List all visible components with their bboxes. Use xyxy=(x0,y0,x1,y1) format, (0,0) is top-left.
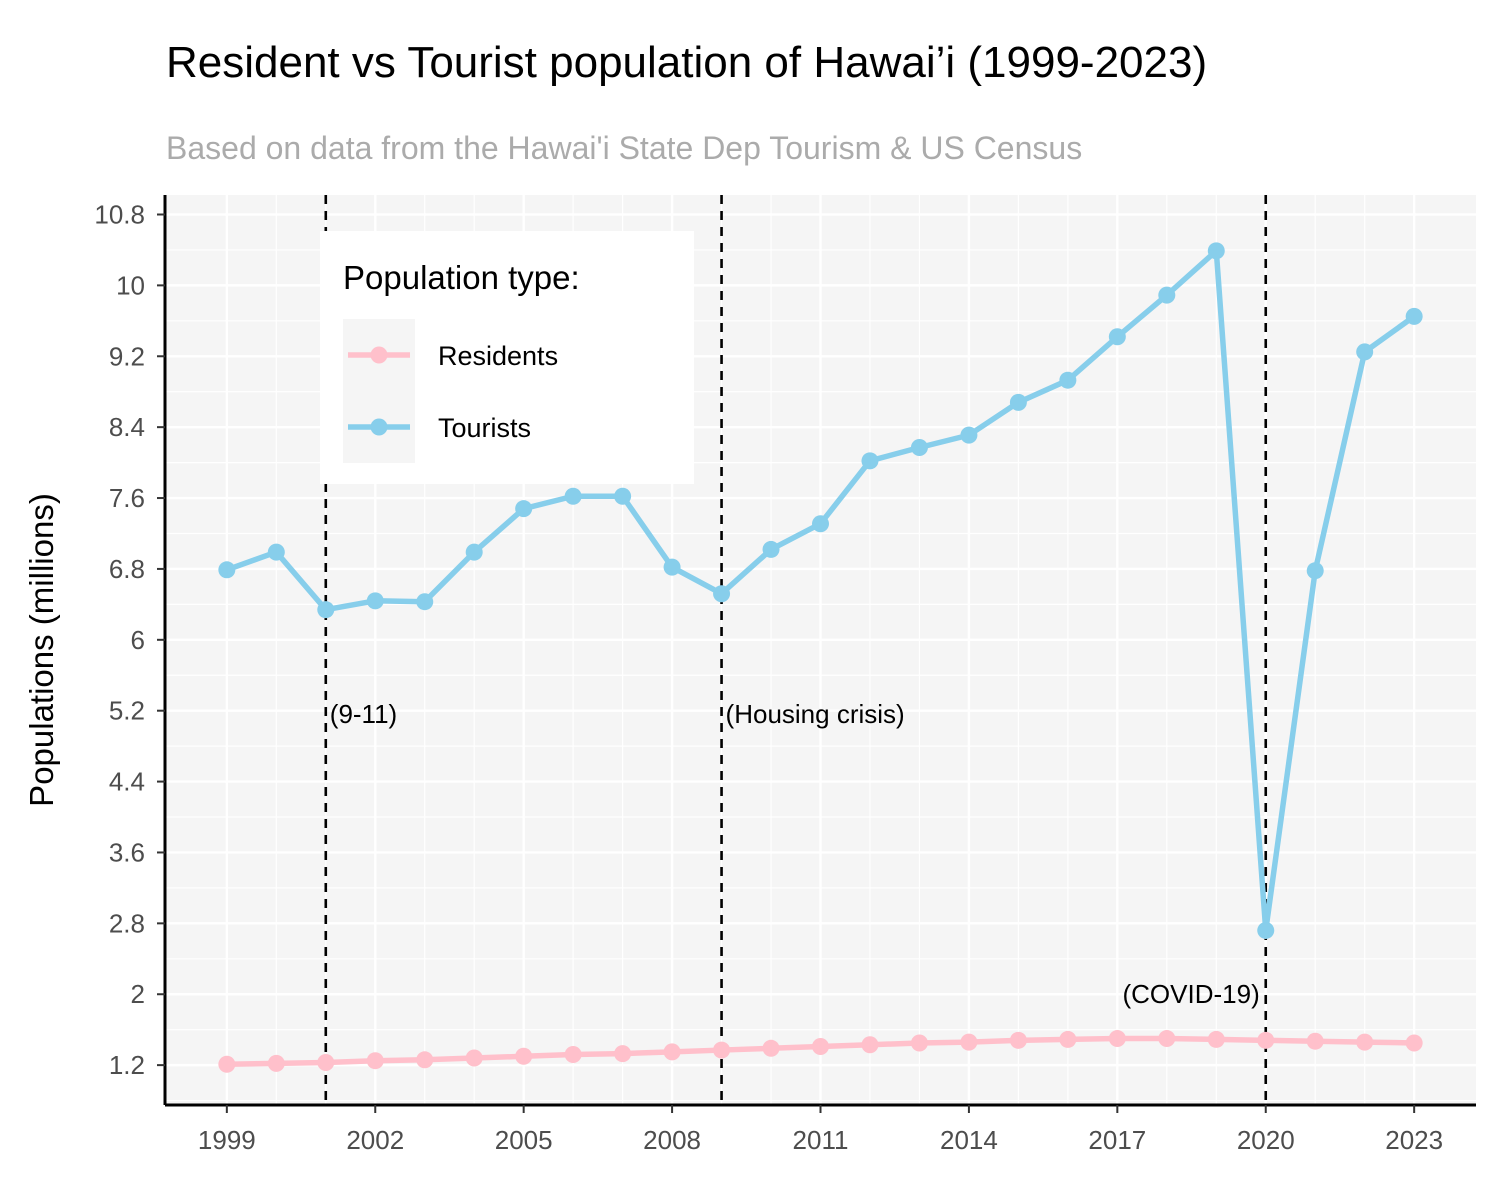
data-point-residents xyxy=(218,1055,236,1073)
legend-key-point xyxy=(370,346,388,364)
data-point-residents xyxy=(1059,1030,1077,1048)
data-point-tourists xyxy=(1158,286,1176,304)
y-tick-label: 2.8 xyxy=(109,908,145,938)
x-tick-label: 2014 xyxy=(940,1125,998,1155)
data-point-tourists xyxy=(1059,371,1077,389)
x-tick-label: 2020 xyxy=(1237,1125,1295,1155)
data-point-residents xyxy=(1257,1031,1275,1049)
data-point-residents xyxy=(614,1045,632,1063)
x-tick-label: 2008 xyxy=(643,1125,701,1155)
data-point-residents xyxy=(465,1049,483,1067)
data-point-residents xyxy=(663,1043,681,1061)
data-point-residents xyxy=(762,1039,780,1057)
data-point-residents xyxy=(416,1051,434,1069)
legend-label-tourists: Tourists xyxy=(438,413,531,443)
data-point-tourists xyxy=(1207,242,1225,260)
data-point-residents xyxy=(1108,1030,1126,1048)
data-point-tourists xyxy=(1009,393,1027,411)
y-tick-label: 6.8 xyxy=(109,554,145,584)
data-point-tourists xyxy=(366,592,384,610)
data-point-tourists xyxy=(713,585,731,603)
y-tick-label: 9.2 xyxy=(109,341,145,371)
y-tick-label: 6 xyxy=(131,625,145,655)
data-point-residents xyxy=(317,1053,335,1071)
data-point-residents xyxy=(910,1034,928,1052)
data-point-residents xyxy=(1306,1032,1324,1050)
data-point-tourists xyxy=(960,426,978,444)
data-point-tourists xyxy=(812,515,829,533)
data-point-residents xyxy=(812,1038,829,1056)
chart-subtitle: Based on data from the Hawai'i State Dep… xyxy=(166,130,1083,166)
x-tick-label: 1999 xyxy=(198,1125,256,1155)
data-point-tourists xyxy=(515,500,533,518)
data-point-residents xyxy=(564,1045,582,1063)
data-point-tourists xyxy=(762,540,780,558)
y-tick-label: 7.6 xyxy=(109,483,145,513)
data-point-residents xyxy=(1158,1030,1176,1048)
event-label: (9-11) xyxy=(330,699,397,729)
axes: 1.2 2 2.8 3.6 4.4 5.2 6 6.8 7.6 8.4 9.2 10 10.8 1999 2… xyxy=(94,195,1476,1155)
legend-key-point xyxy=(370,418,388,436)
data-point-residents xyxy=(267,1054,285,1072)
x-tick-label: 2017 xyxy=(1088,1125,1146,1155)
y-tick-label: 3.6 xyxy=(109,837,145,867)
y-tick-label: 10 xyxy=(116,270,145,300)
data-point-tourists xyxy=(416,593,434,611)
y-tick-label: 2 xyxy=(131,979,145,1009)
data-point-tourists xyxy=(218,561,236,579)
y-tick-label: 5.2 xyxy=(109,696,145,726)
event-label: (COVID-19) xyxy=(1122,979,1259,1009)
data-point-residents xyxy=(861,1036,879,1054)
y-tick-label: 1.2 xyxy=(109,1050,145,1080)
data-point-residents xyxy=(515,1047,533,1065)
x-tick-label: 2005 xyxy=(495,1125,553,1155)
y-tick-label: 10.8 xyxy=(94,199,145,229)
data-point-tourists xyxy=(1306,562,1324,580)
data-point-tourists xyxy=(564,487,582,505)
data-point-residents xyxy=(1356,1033,1374,1051)
data-point-residents xyxy=(366,1052,384,1070)
data-point-tourists xyxy=(1356,343,1374,361)
data-point-tourists xyxy=(910,439,928,457)
legend-label-residents: Residents xyxy=(438,341,558,371)
data-point-residents xyxy=(1405,1034,1423,1052)
y-tick-label: 4.4 xyxy=(109,767,145,797)
data-point-residents xyxy=(1207,1030,1225,1048)
data-point-tourists xyxy=(614,487,632,505)
data-point-tourists xyxy=(1257,921,1275,939)
x-tick-label: 2002 xyxy=(346,1125,404,1155)
chart-title: Resident vs Tourist population of Hawai’… xyxy=(166,38,1208,87)
data-point-tourists xyxy=(317,601,335,619)
legend-title: Population type: xyxy=(343,259,580,296)
data-point-residents xyxy=(713,1041,731,1059)
data-point-tourists xyxy=(1405,307,1423,325)
x-tick-label: 2023 xyxy=(1385,1125,1443,1155)
x-tick-label: 2011 xyxy=(793,1125,849,1155)
series-lines xyxy=(218,242,1423,1073)
data-point-tourists xyxy=(1108,328,1126,346)
y-tick-label: 8.4 xyxy=(109,412,145,442)
data-point-residents xyxy=(960,1033,978,1051)
data-point-tourists xyxy=(465,543,483,561)
event-label: (Housing crisis) xyxy=(726,699,905,729)
data-point-tourists xyxy=(861,452,879,470)
data-point-tourists xyxy=(663,558,681,576)
data-point-residents xyxy=(1009,1031,1027,1049)
legend: Population type: Residents Tourists xyxy=(320,231,694,484)
data-point-tourists xyxy=(267,543,285,561)
